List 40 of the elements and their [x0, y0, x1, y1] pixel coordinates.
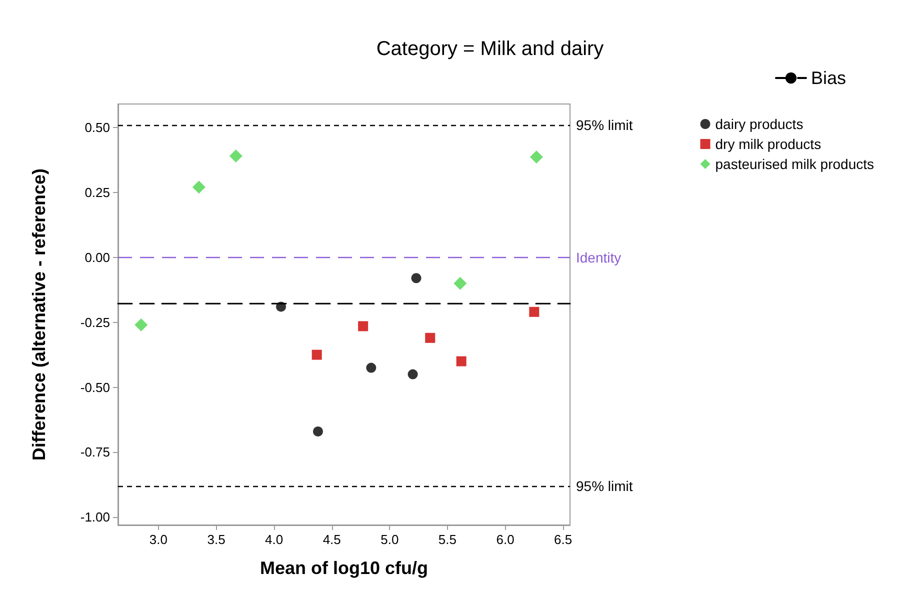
x-tick-label: 5.0 [380, 532, 399, 547]
ref-line-label: 95% limit [576, 116, 633, 133]
point [134, 318, 148, 332]
x-tick-label: 4.5 [322, 532, 341, 547]
chart-title: Category = Milk and dairy [376, 38, 604, 60]
ref-line-label: Identity [576, 249, 622, 266]
y-axis-title: Difference (alternative - reference) [29, 168, 49, 461]
point [229, 149, 242, 162]
x-tick-label: 4.0 [265, 532, 284, 547]
point [529, 306, 540, 317]
point [358, 321, 368, 332]
x-tick-label: 3.0 [149, 532, 168, 547]
point [456, 356, 466, 366]
point [530, 150, 543, 164]
x-tick-label: 6.0 [496, 532, 514, 547]
legend-label: dairy products [715, 116, 804, 132]
point [313, 426, 323, 436]
point [192, 180, 206, 194]
point [454, 276, 467, 290]
y-tick-label: 0.50 [84, 120, 110, 135]
ref-line-label: 95% limit [576, 478, 633, 494]
y-tick-label: -1.00 [80, 510, 110, 525]
y-tick-label: -0.75 [80, 444, 110, 460]
legend-label: pasteurised milk products [715, 156, 874, 172]
y-tick-label: -0.25 [80, 314, 110, 330]
y-tick-label: 0.25 [84, 184, 110, 200]
x-tick-label: 6.5 [554, 532, 572, 547]
point [408, 369, 418, 380]
legend-label: dry milk products [715, 136, 822, 152]
point [312, 350, 322, 360]
point [366, 362, 376, 373]
point [276, 302, 286, 312]
y-tick-label: 0.00 [84, 250, 110, 265]
x-tick-label: 5.5 [438, 532, 456, 547]
legend-label: Bias [810, 68, 846, 88]
y-tick-label: -0.50 [80, 380, 110, 395]
x-tick-label: 3.5 [207, 532, 226, 547]
point [425, 332, 436, 343]
x-axis-title: Mean of log10 cfu/g [260, 558, 428, 578]
point [411, 273, 422, 284]
